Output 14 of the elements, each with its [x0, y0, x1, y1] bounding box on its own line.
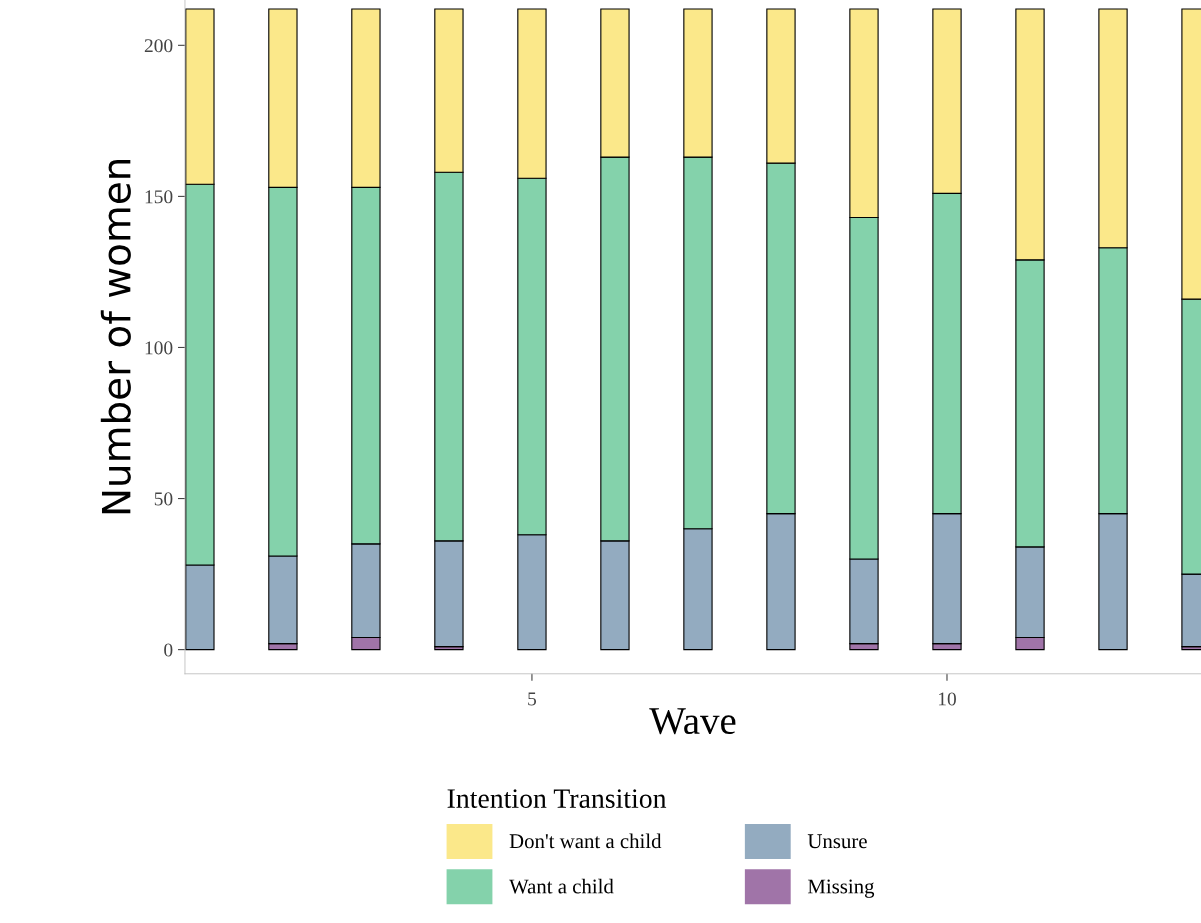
legend-label: Missing [807, 879, 875, 898]
y-tick-label: 0 [164, 643, 173, 657]
y-tick-label: 150 [145, 190, 173, 204]
y-tick-label: 200 [144, 39, 173, 53]
legend-label: Want a child [509, 878, 614, 894]
x-tick-label: 10 [938, 692, 956, 706]
legend-title: Intention Transition [447, 789, 667, 808]
y-tick-label: 50 [154, 492, 173, 506]
y-axis-title: Number of women [100, 159, 131, 514]
x-tick-label: 5 [528, 692, 537, 706]
x-axis-title: Wave [649, 708, 736, 735]
y-tick-label: 100 [145, 341, 173, 355]
legend-label: Unsure [807, 834, 867, 849]
legend-label: Don't want a child [509, 833, 662, 849]
